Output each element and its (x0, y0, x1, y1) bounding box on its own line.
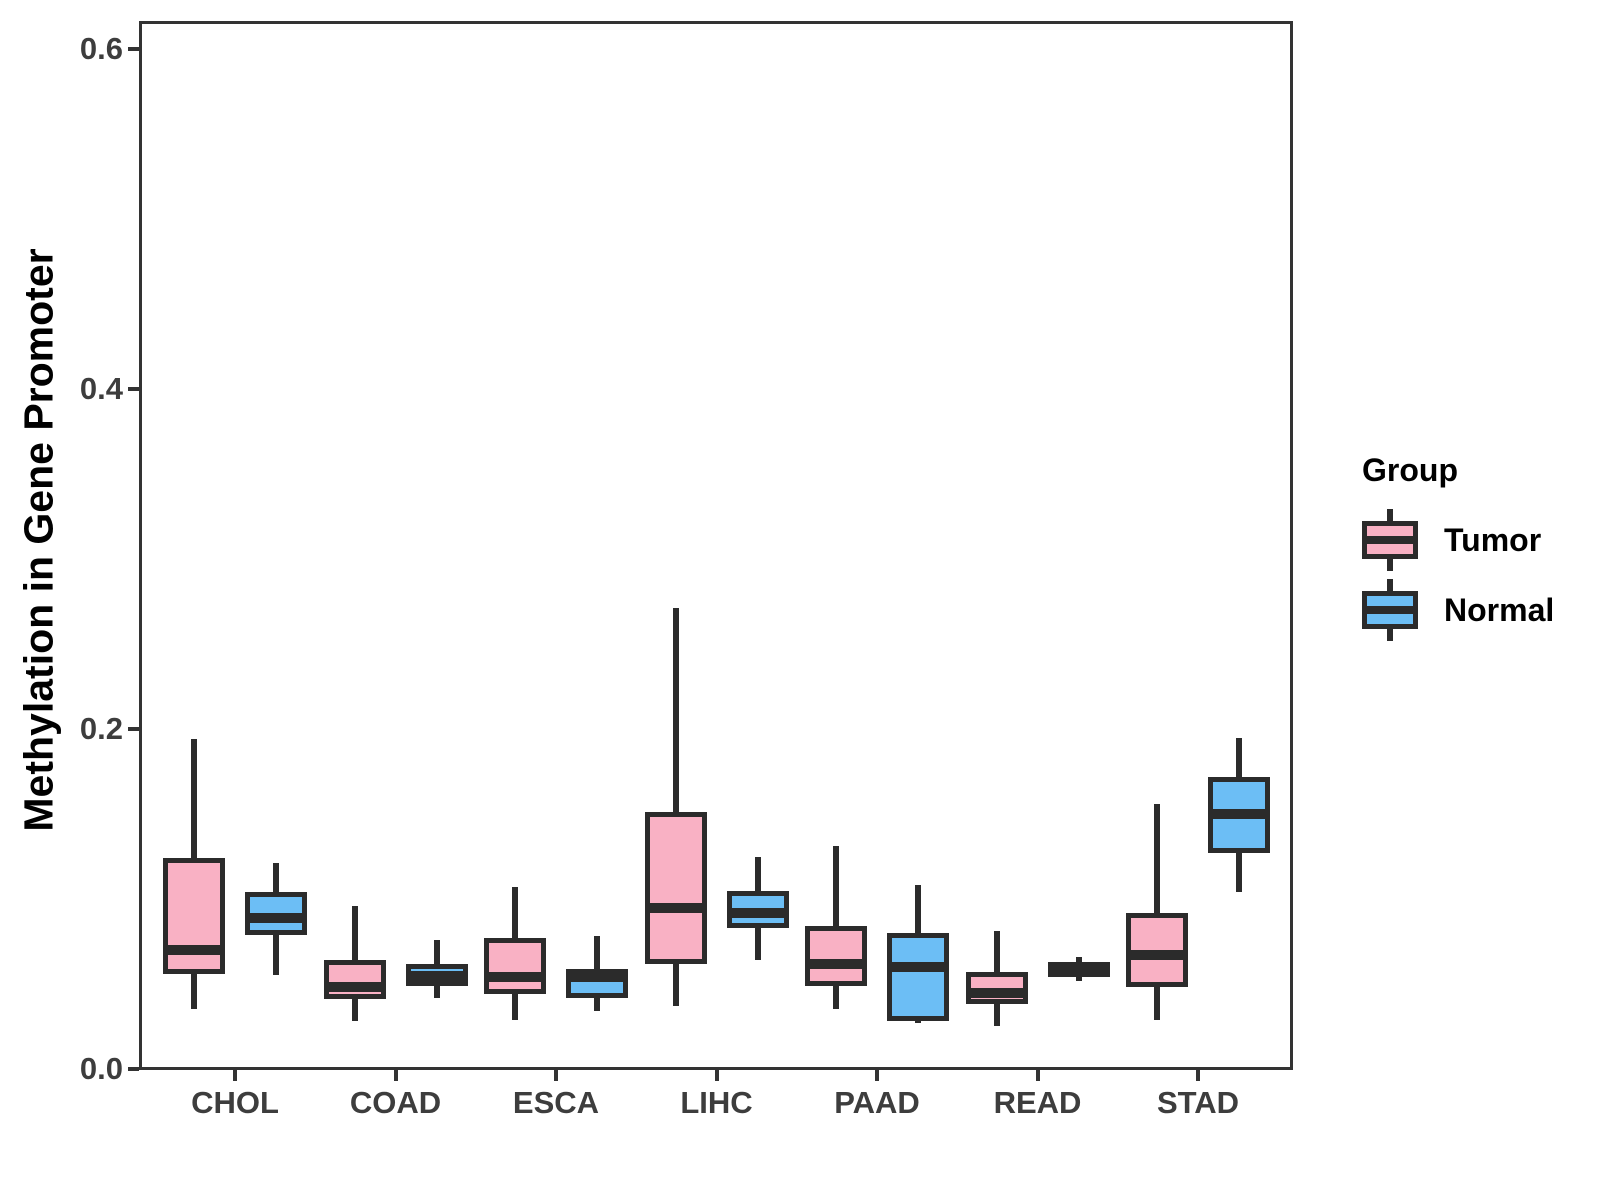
box-tumor-paad (805, 926, 867, 986)
y-axis-tick-label: 0.4 (79, 371, 123, 406)
x-axis-tick-mark (393, 1070, 398, 1081)
legend-items: Tumor Normal (1362, 490, 1554, 645)
x-axis-tick-label-coad: COAD (349, 1085, 442, 1120)
legend-item-normal: Normal (1362, 575, 1554, 645)
box-tumor-esca (484, 938, 546, 995)
x-axis-tick-label-esca: ESCA (512, 1085, 600, 1120)
x-axis-tick-label-stad: STAD (1156, 1085, 1240, 1120)
median-tumor-chol (163, 945, 225, 955)
x-axis-tick-mark (233, 1070, 237, 1081)
median-normal-coad (405, 970, 468, 981)
legend-label-normal: Normal (1444, 591, 1555, 628)
y-axis-tick-label: 0.2 (79, 711, 123, 746)
median-normal-read (1047, 965, 1110, 976)
y-axis-tick-mark (128, 727, 139, 731)
x-axis-tick-mark (875, 1070, 879, 1081)
median-normal-stad (1208, 809, 1270, 819)
x-axis-tick-mark (1196, 1070, 1200, 1081)
legend-label-tumor: Tumor (1444, 521, 1542, 558)
legend: Group Tumor Normal (1362, 450, 1554, 645)
y-axis-tick-label: 0.6 (79, 31, 123, 66)
x-axis-tick-label-chol: CHOL (191, 1085, 279, 1120)
median-tumor-lihc (644, 902, 707, 913)
box-tumor-coad (323, 960, 386, 1000)
box-tumor-lihc (644, 812, 707, 964)
y-axis-tick-mark (128, 1067, 139, 1071)
legend-key-boxplot-icon (1362, 579, 1418, 641)
y-axis-tick-label: 0.0 (79, 1051, 123, 1086)
x-axis-tick-label-paad: PAAD (834, 1085, 920, 1120)
y-axis-tick-mark (128, 47, 139, 51)
whisker-tumor-stad (1154, 803, 1160, 1020)
median-tumor-esca (484, 972, 546, 983)
median-normal-chol (245, 912, 307, 923)
median-normal-esca (566, 972, 628, 983)
legend-title: Group (1362, 452, 1458, 488)
box-tumor-chol (163, 858, 225, 974)
x-axis-tick-mark (554, 1070, 558, 1081)
legend-item-tumor: Tumor (1362, 505, 1554, 575)
x-axis-tick-mark (714, 1070, 719, 1081)
legend-key-boxplot-icon (1362, 509, 1418, 571)
y-axis-tick-mark (128, 387, 139, 391)
x-axis-tick-label-lihc: LIHC (680, 1085, 753, 1120)
median-normal-lihc (726, 907, 789, 918)
median-tumor-stad (1126, 950, 1188, 961)
whisker-tumor-lihc (672, 608, 679, 1007)
median-normal-paad (887, 962, 949, 972)
x-axis-tick-label-read: READ (993, 1085, 1082, 1120)
box-tumor-stad (1126, 912, 1188, 988)
x-axis-tick-mark (1035, 1070, 1040, 1081)
median-tumor-read (965, 987, 1028, 998)
box-normal-paad (887, 933, 949, 1022)
legend-key-median (1362, 606, 1418, 614)
legend-key-median (1362, 536, 1418, 544)
plot-panel (139, 21, 1293, 1070)
median-tumor-paad (805, 958, 867, 969)
median-tumor-coad (323, 982, 386, 993)
